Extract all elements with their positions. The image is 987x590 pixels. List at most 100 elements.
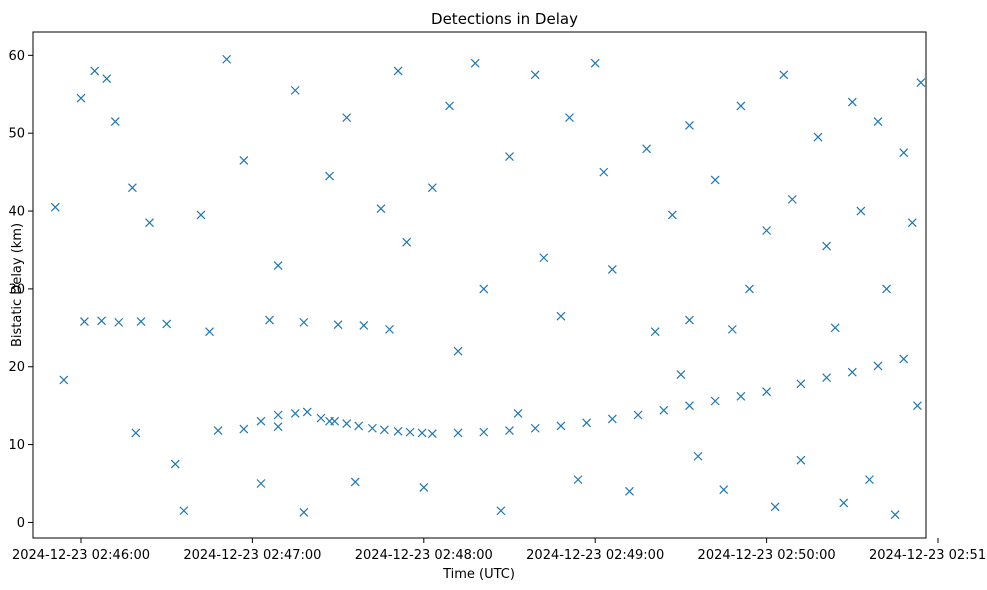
data-point xyxy=(847,367,857,377)
y-tick-label: 40 xyxy=(8,205,25,220)
data-point xyxy=(265,315,274,325)
y-tick-label: 0 xyxy=(17,516,25,531)
data-point xyxy=(379,425,389,435)
data-point xyxy=(453,428,463,438)
data-point xyxy=(316,413,326,423)
data-point xyxy=(325,416,334,426)
data-point xyxy=(290,85,300,95)
data-point xyxy=(299,317,309,327)
data-point xyxy=(239,424,249,434)
data-point xyxy=(205,327,214,337)
data-point xyxy=(90,66,100,76)
chart-title: Detections in Delay xyxy=(431,10,578,28)
data-point xyxy=(333,320,343,330)
data-point xyxy=(102,74,112,84)
x-tick-label: 2024-12-23 02:48:00 xyxy=(355,548,493,563)
data-point xyxy=(273,422,283,432)
data-point xyxy=(633,410,643,420)
data-point xyxy=(607,414,617,424)
data-point xyxy=(470,58,480,68)
data-point xyxy=(496,506,506,516)
y-tick-label: 20 xyxy=(8,360,25,375)
data-point xyxy=(779,70,789,80)
data-point xyxy=(736,391,746,401)
data-point xyxy=(667,210,677,220)
data-point xyxy=(110,117,120,126)
data-point xyxy=(625,486,634,496)
data-point xyxy=(590,58,600,68)
data-point xyxy=(762,226,772,235)
data-point xyxy=(479,284,489,294)
data-point xyxy=(417,428,427,438)
data-point xyxy=(607,265,617,274)
data-point xyxy=(685,120,694,130)
data-point xyxy=(710,175,720,185)
data-point xyxy=(770,502,780,512)
data-point xyxy=(325,171,334,181)
data-point xyxy=(839,498,849,508)
data-point xyxy=(796,379,806,389)
data-point xyxy=(727,324,737,334)
data-point xyxy=(393,66,403,76)
y-tick-label: 30 xyxy=(8,282,25,297)
data-point xyxy=(710,396,720,406)
data-point xyxy=(796,455,806,465)
data-point xyxy=(873,117,883,126)
data-point xyxy=(556,311,566,321)
data-point xyxy=(676,370,686,379)
data-point xyxy=(427,183,437,193)
data-point xyxy=(830,323,840,333)
data-point xyxy=(239,156,249,165)
x-axis-label: Time (UTC) xyxy=(442,567,515,582)
y-axis-label: Bistatic Delay (km) xyxy=(10,223,25,347)
data-point xyxy=(505,426,514,435)
data-point xyxy=(916,78,926,88)
data-point xyxy=(79,317,89,327)
data-point xyxy=(402,237,412,247)
y-axis-ticks: 0 10 20 30 40 50 60 xyxy=(8,49,33,531)
data-point xyxy=(359,321,369,330)
data-point xyxy=(302,407,312,417)
data-point xyxy=(385,324,394,334)
data-point xyxy=(513,409,523,418)
data-point xyxy=(565,113,574,123)
data-point xyxy=(856,206,866,216)
y-tick-label: 10 xyxy=(8,438,25,453)
y-tick-label: 50 xyxy=(8,127,25,142)
data-point xyxy=(290,409,300,418)
data-point xyxy=(445,101,454,111)
data-point xyxy=(479,427,489,437)
data-point xyxy=(213,426,223,435)
plot-frame xyxy=(32,31,927,539)
x-tick-label: 2024-12-23 02:49:00 xyxy=(526,548,664,563)
data-point xyxy=(642,144,652,154)
data-point xyxy=(393,426,403,436)
data-point xyxy=(222,54,232,64)
data-point xyxy=(813,132,823,142)
data-point xyxy=(762,387,772,397)
data-point xyxy=(582,418,592,428)
data-point xyxy=(556,421,566,431)
data-point xyxy=(899,354,909,364)
data-point xyxy=(659,405,669,415)
data-point xyxy=(913,401,922,411)
data-point xyxy=(530,423,540,433)
data-markers xyxy=(50,54,926,520)
data-point xyxy=(170,459,180,469)
x-tick-label: 2024-12-23 02:47:00 xyxy=(183,548,321,563)
data-point xyxy=(530,70,540,80)
data-point xyxy=(693,451,703,461)
data-point xyxy=(822,373,832,383)
x-axis-ticks: 2024-12-23 02:46:00 2024-12-23 02:47:00 20… xyxy=(12,538,987,563)
data-point xyxy=(882,284,892,294)
data-point xyxy=(145,218,154,228)
data-point xyxy=(787,194,797,204)
data-point xyxy=(299,507,309,517)
data-point xyxy=(599,167,609,177)
data-point xyxy=(405,427,415,437)
data-point xyxy=(899,148,909,158)
data-point xyxy=(865,475,874,485)
data-point xyxy=(685,315,694,325)
x-tick-label: 2024-12-23 02:50:00 xyxy=(698,548,836,563)
